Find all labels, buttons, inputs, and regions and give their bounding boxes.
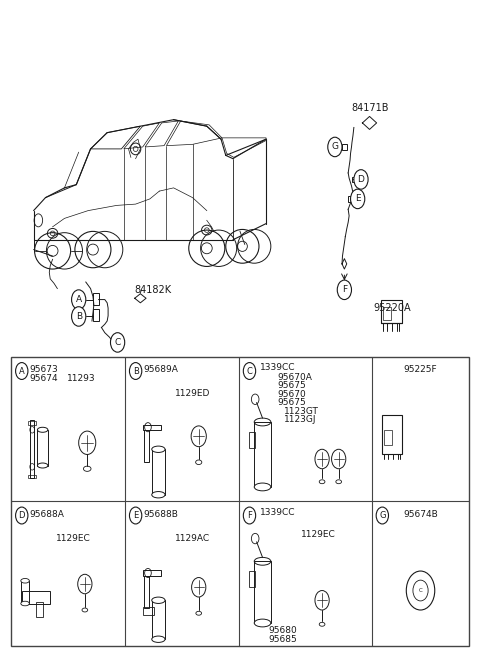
Text: 1129ED: 1129ED: [175, 389, 210, 398]
Text: 95674B: 95674B: [403, 510, 438, 519]
Text: A: A: [76, 295, 82, 304]
Bar: [36, 602, 43, 616]
Text: 95689A: 95689A: [143, 365, 178, 373]
Bar: [250, 571, 255, 588]
Text: B: B: [132, 367, 139, 375]
Bar: [254, 561, 271, 623]
Bar: [93, 309, 98, 321]
Text: 95670: 95670: [277, 390, 306, 399]
Text: 1339CC: 1339CC: [261, 508, 296, 517]
Text: 95220A: 95220A: [373, 303, 410, 313]
Circle shape: [243, 507, 256, 524]
Circle shape: [110, 333, 125, 352]
Bar: [152, 600, 165, 639]
Circle shape: [243, 363, 256, 379]
Bar: [93, 293, 98, 305]
Text: 95688B: 95688B: [143, 510, 178, 519]
Text: 1129EC: 1129EC: [56, 534, 91, 543]
Ellipse shape: [21, 601, 29, 606]
Bar: [352, 177, 357, 182]
Bar: [342, 144, 347, 149]
Ellipse shape: [21, 578, 29, 583]
Text: D: D: [19, 511, 25, 520]
Text: 84182K: 84182K: [135, 286, 172, 295]
Bar: [21, 581, 29, 603]
Circle shape: [15, 507, 28, 524]
Circle shape: [332, 449, 346, 469]
Text: C: C: [419, 588, 422, 593]
Text: 95225F: 95225F: [404, 365, 437, 373]
Ellipse shape: [152, 636, 165, 643]
Circle shape: [354, 170, 368, 189]
Ellipse shape: [152, 597, 165, 603]
Bar: [383, 415, 402, 454]
Bar: [144, 430, 149, 462]
Circle shape: [337, 280, 351, 299]
Ellipse shape: [37, 463, 48, 468]
Text: C: C: [114, 338, 120, 347]
Text: E: E: [355, 195, 360, 204]
Bar: [254, 422, 271, 487]
Circle shape: [72, 290, 86, 309]
Circle shape: [191, 426, 206, 447]
Text: A: A: [19, 367, 24, 375]
Text: D: D: [358, 175, 364, 184]
Ellipse shape: [152, 491, 165, 498]
Bar: [12, 357, 469, 646]
Text: G: G: [331, 142, 338, 151]
Bar: [37, 430, 48, 466]
Bar: [382, 300, 402, 323]
Circle shape: [350, 189, 365, 209]
Bar: [384, 430, 392, 445]
Ellipse shape: [37, 427, 48, 432]
Text: 95673: 95673: [29, 365, 58, 373]
Circle shape: [78, 574, 92, 594]
Text: 95670A: 95670A: [277, 373, 312, 382]
Circle shape: [15, 363, 28, 379]
Bar: [28, 421, 36, 425]
Circle shape: [315, 591, 329, 610]
Text: 95675: 95675: [277, 398, 306, 407]
Text: 95674: 95674: [29, 373, 58, 383]
Circle shape: [72, 307, 86, 326]
Circle shape: [130, 363, 142, 379]
Bar: [250, 432, 255, 448]
Bar: [143, 571, 161, 576]
Text: 1123GT: 1123GT: [284, 407, 319, 416]
Circle shape: [130, 507, 142, 524]
Text: F: F: [247, 511, 252, 520]
Circle shape: [79, 431, 96, 455]
Bar: [348, 196, 353, 202]
Ellipse shape: [254, 619, 271, 627]
Text: 95675: 95675: [277, 381, 306, 390]
Text: 95685: 95685: [268, 635, 297, 645]
Bar: [152, 449, 165, 495]
Circle shape: [315, 449, 329, 469]
Bar: [143, 607, 154, 614]
Text: 1129AC: 1129AC: [175, 534, 210, 543]
Bar: [30, 420, 34, 479]
Text: E: E: [133, 511, 138, 520]
Text: 1339CC: 1339CC: [261, 364, 296, 372]
Text: B: B: [76, 312, 82, 321]
Bar: [384, 307, 391, 320]
Bar: [28, 475, 36, 479]
Text: 1123GJ: 1123GJ: [284, 415, 317, 424]
Ellipse shape: [254, 483, 271, 491]
Circle shape: [328, 137, 342, 157]
Text: 95680: 95680: [268, 626, 297, 635]
Circle shape: [376, 507, 388, 524]
Text: C: C: [247, 367, 252, 375]
Ellipse shape: [152, 446, 165, 453]
Bar: [143, 424, 161, 430]
Bar: [144, 576, 149, 608]
Text: F: F: [342, 286, 347, 294]
Text: 1129EC: 1129EC: [301, 531, 336, 540]
Bar: [22, 591, 50, 603]
Text: 84171B: 84171B: [351, 103, 389, 113]
Text: 11293: 11293: [67, 373, 96, 383]
Circle shape: [192, 578, 206, 597]
Text: 95688A: 95688A: [29, 510, 64, 519]
Text: G: G: [379, 511, 385, 520]
